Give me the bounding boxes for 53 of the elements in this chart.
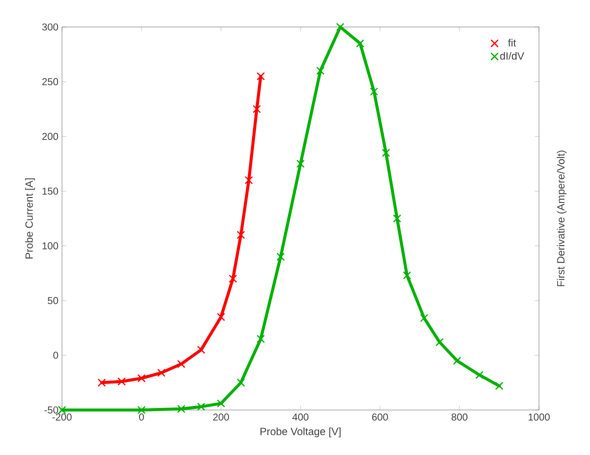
point	[98, 378, 106, 386]
point	[316, 66, 324, 75]
point	[217, 400, 225, 408]
point	[138, 374, 146, 382]
x-tick-label: 0	[139, 414, 144, 421]
point	[229, 274, 237, 282]
y-tick-label: 300	[42, 23, 58, 31]
point	[336, 23, 344, 31]
point	[197, 402, 205, 410]
point	[197, 346, 205, 354]
point	[252, 105, 261, 113]
point	[245, 176, 253, 184]
point	[58, 406, 66, 414]
point	[276, 253, 284, 261]
point	[158, 369, 166, 377]
point	[495, 382, 504, 390]
point	[177, 360, 186, 368]
x-axis-title: Probe Voltage [V]	[260, 427, 341, 438]
point	[138, 406, 146, 414]
point	[370, 88, 378, 96]
y-tick-label: 0	[53, 352, 58, 359]
x-tick-label: -200	[52, 414, 72, 421]
point	[382, 149, 390, 157]
x-tick-label: 1000	[528, 414, 550, 421]
x-tick-label: 200	[213, 414, 229, 421]
y-tick-label: -50	[44, 406, 58, 414]
point	[237, 378, 245, 386]
point	[356, 40, 364, 48]
y-tick-label: 250	[42, 78, 58, 86]
point	[237, 231, 245, 239]
point	[256, 72, 265, 80]
point	[296, 160, 304, 168]
point	[177, 405, 186, 413]
y-tick-label: 100	[42, 242, 58, 250]
point	[436, 338, 444, 346]
point	[453, 356, 461, 365]
y-tick-label: 50	[48, 297, 58, 304]
point	[256, 335, 265, 343]
point	[476, 371, 484, 379]
point	[118, 378, 126, 386]
y2-axis-title: First Derivative (Ampere/Volt)	[556, 150, 567, 286]
point	[403, 272, 411, 280]
y-tick-label: 200	[42, 132, 58, 140]
point	[217, 313, 225, 321]
y-axis-title: Probe Current [A]	[25, 178, 35, 258]
x-tick-label: 400	[292, 414, 308, 421]
point	[393, 214, 401, 222]
x-tick-label: 800	[452, 414, 468, 421]
point	[420, 314, 428, 322]
x-tick-label: 600	[372, 414, 388, 421]
legend-label: dI/dV	[500, 52, 524, 60]
legend-label: fit	[508, 38, 516, 47]
y-tick-label: 150	[42, 188, 58, 195]
